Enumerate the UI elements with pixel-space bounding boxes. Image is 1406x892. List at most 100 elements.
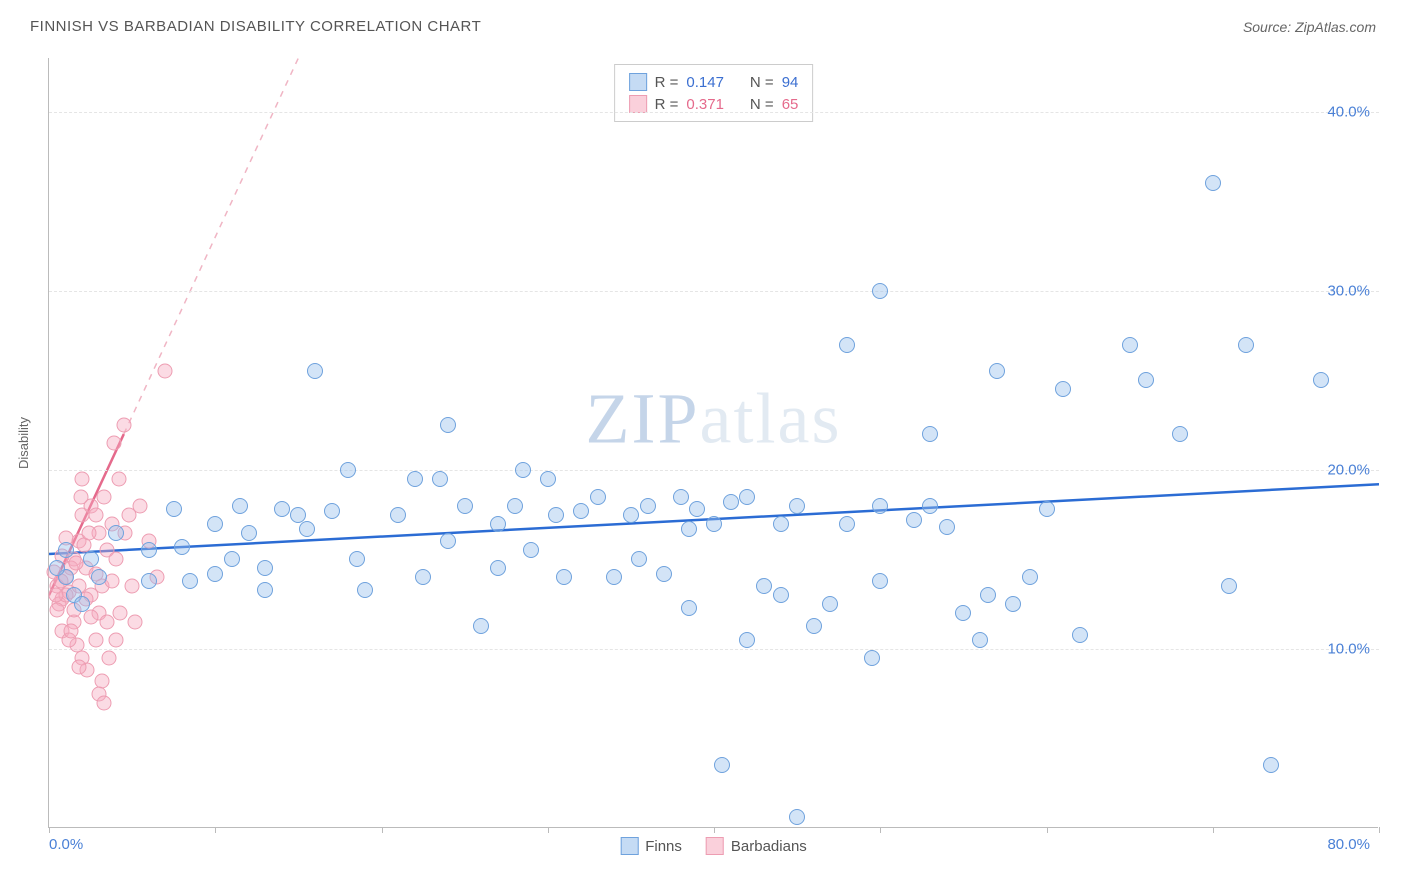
data-point (307, 363, 323, 379)
data-point (100, 615, 115, 630)
swatch-pink-icon (629, 95, 647, 113)
swatch-pink-icon (706, 837, 724, 855)
data-point (74, 596, 90, 612)
stats-row-blue: R = 0.147 N = 94 (629, 71, 799, 93)
data-point (440, 533, 456, 549)
data-point (299, 521, 315, 537)
data-point (108, 525, 124, 541)
data-point (989, 363, 1005, 379)
data-point (257, 582, 273, 598)
trend-lines-svg (49, 58, 1379, 828)
data-point (207, 516, 223, 532)
data-point (116, 418, 131, 433)
source-attribution: Source: ZipAtlas.com (1243, 19, 1376, 35)
data-point (158, 364, 173, 379)
data-point (128, 615, 143, 630)
data-point (81, 525, 96, 540)
stat-n-label: N = (750, 74, 774, 91)
data-point (49, 560, 65, 576)
x-tick (880, 827, 881, 833)
legend-item-blue: Finns (620, 837, 682, 855)
data-point (623, 507, 639, 523)
data-point (1138, 372, 1154, 388)
y-tick-label: 30.0% (1327, 282, 1370, 299)
data-point (490, 560, 506, 576)
data-point (75, 471, 90, 486)
data-point (922, 498, 938, 514)
chart-title: FINNISH VS BARBADIAN DISABILITY CORRELAT… (30, 18, 481, 35)
data-point (141, 573, 157, 589)
stat-r-label: R = (655, 74, 679, 91)
data-point (63, 624, 78, 639)
data-point (631, 551, 647, 567)
data-point (515, 462, 531, 478)
x-tick (1379, 827, 1380, 833)
data-point (96, 695, 111, 710)
watermark-part2: atlas (700, 379, 842, 459)
data-point (1055, 381, 1071, 397)
data-point (96, 489, 111, 504)
data-point (1263, 757, 1279, 773)
data-point (91, 569, 107, 585)
legend-pink-label: Barbadians (731, 838, 807, 855)
x-tick (548, 827, 549, 833)
data-point (556, 569, 572, 585)
data-point (113, 606, 128, 621)
data-point (839, 337, 855, 353)
swatch-blue-icon (629, 73, 647, 91)
data-point (939, 519, 955, 535)
data-point (739, 489, 755, 505)
x-axis-max-label: 80.0% (1327, 836, 1370, 853)
data-point (1005, 596, 1021, 612)
data-point (681, 600, 697, 616)
data-point (457, 498, 473, 514)
legend-bottom: Finns Barbadians (620, 837, 807, 855)
x-axis-min-label: 0.0% (49, 836, 83, 853)
y-tick-label: 40.0% (1327, 103, 1370, 120)
data-point (507, 498, 523, 514)
data-point (681, 521, 697, 537)
gridline (49, 649, 1379, 650)
data-point (108, 632, 123, 647)
data-point (872, 283, 888, 299)
data-point (548, 507, 564, 523)
gridline (49, 291, 1379, 292)
data-point (789, 809, 805, 825)
x-tick (714, 827, 715, 833)
x-tick (49, 827, 50, 833)
data-point (111, 471, 126, 486)
data-point (232, 498, 248, 514)
y-tick-label: 20.0% (1327, 461, 1370, 478)
data-point (224, 551, 240, 567)
data-point (274, 501, 290, 517)
data-point (415, 569, 431, 585)
chart-container: Disability ZIPatlas R = 0.147 N = 94 R =… (48, 58, 1378, 828)
data-point (1238, 337, 1254, 353)
data-point (340, 462, 356, 478)
data-point (739, 632, 755, 648)
gridline (49, 470, 1379, 471)
stat-n-label-pink: N = (750, 96, 774, 113)
data-point (1172, 426, 1188, 442)
data-point (88, 632, 103, 647)
data-point (773, 587, 789, 603)
data-point (432, 471, 448, 487)
y-axis-label: Disability (16, 417, 31, 469)
watermark: ZIPatlas (586, 378, 842, 461)
data-point (71, 659, 86, 674)
data-point (101, 650, 116, 665)
data-point (590, 489, 606, 505)
data-point (1072, 627, 1088, 643)
data-point (723, 494, 739, 510)
data-point (207, 566, 223, 582)
data-point (105, 573, 120, 588)
data-point (407, 471, 423, 487)
data-point (133, 498, 148, 513)
data-point (656, 566, 672, 582)
data-point (714, 757, 730, 773)
data-point (174, 539, 190, 555)
swatch-blue-icon (620, 837, 638, 855)
data-point (955, 605, 971, 621)
stat-n-blue: 94 (782, 74, 799, 91)
stats-legend-box: R = 0.147 N = 94 R = 0.371 N = 65 (614, 64, 814, 122)
